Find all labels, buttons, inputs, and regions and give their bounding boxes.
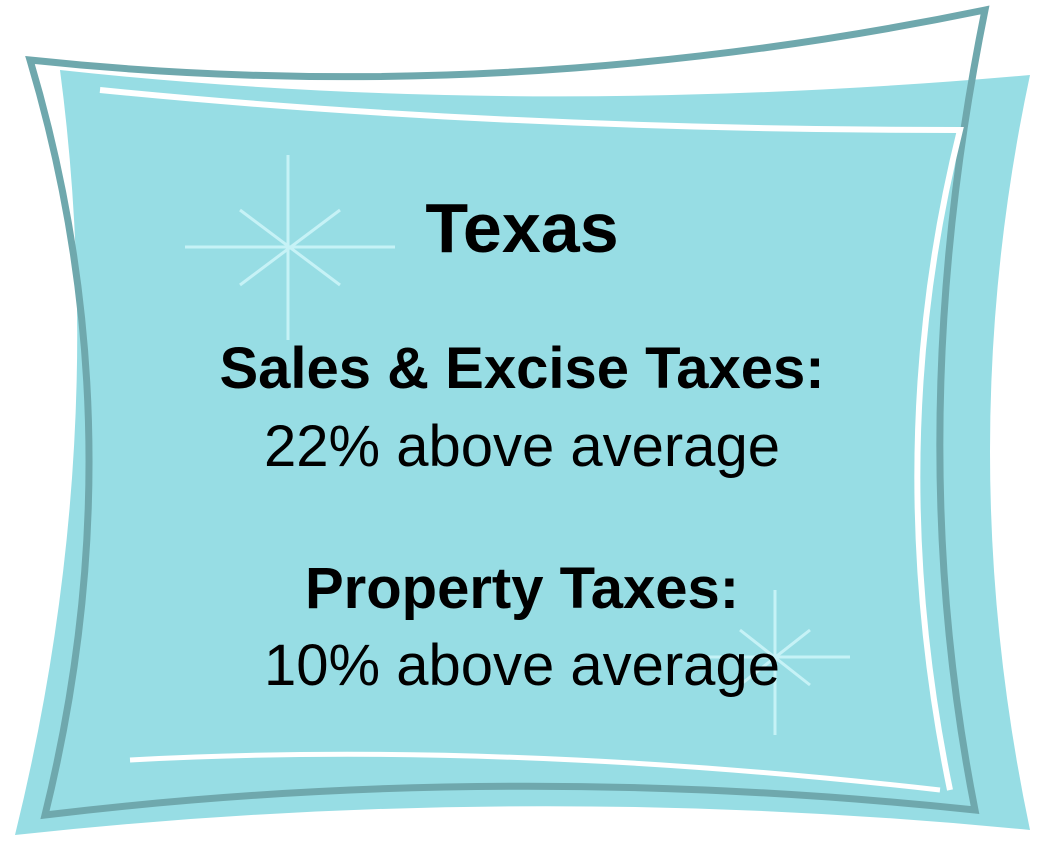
heading: Property Taxes:	[304, 556, 740, 621]
frame-highlight	[99, 87, 964, 791]
heading: Sales & Excise Taxes:	[219, 336, 825, 401]
title: Texas	[425, 189, 619, 267]
sparkle	[700, 590, 850, 735]
value-text: 10% above average	[264, 633, 780, 698]
sparkle	[185, 155, 395, 340]
frame-highlight	[129, 751, 941, 793]
frame-outline	[25, 5, 990, 820]
value-text: 22% above average	[264, 414, 780, 479]
